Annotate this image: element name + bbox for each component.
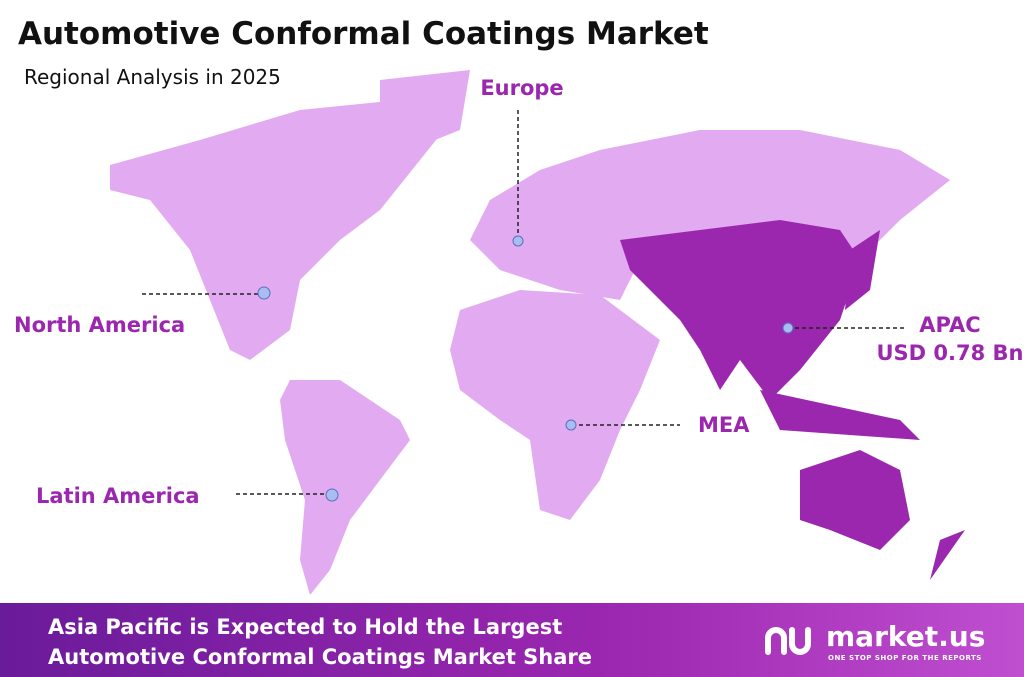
marker <box>512 235 524 247</box>
indonesia <box>760 390 920 440</box>
leaders <box>142 110 905 495</box>
region-label: North America <box>14 313 185 337</box>
japan <box>845 230 880 310</box>
region-label: Europe <box>480 76 563 100</box>
marker <box>257 286 271 300</box>
marker <box>565 419 577 431</box>
marker <box>325 488 339 502</box>
australia <box>800 450 910 550</box>
subtitle: Regional Analysis in 2025 <box>24 65 281 89</box>
region-label: Latin America <box>36 484 200 508</box>
apac-region <box>620 220 965 580</box>
logo-icon <box>765 627 811 655</box>
greenland <box>380 70 470 150</box>
markers <box>257 235 794 502</box>
footer-band <box>0 603 1024 677</box>
world-map <box>110 70 950 595</box>
europe-asia <box>470 130 950 300</box>
region-label: APAC <box>919 313 980 337</box>
logo: market.us ONE STOP SHOP FOR THE REPORTS <box>765 620 985 662</box>
title: Automotive Conformal Coatings Market <box>18 16 709 52</box>
africa <box>450 290 660 520</box>
north-america <box>110 100 460 360</box>
logo-tagline: ONE STOP SHOP FOR THE REPORTS <box>828 654 982 662</box>
footer-line: Asia Pacific is Expected to Hold the Lar… <box>48 615 562 639</box>
footer-line: Automotive Conformal Coatings Market Sha… <box>48 645 592 669</box>
logo-text: market.us <box>826 620 985 653</box>
region-label: MEA <box>698 413 750 437</box>
asia <box>620 220 860 400</box>
new-zealand <box>930 530 965 580</box>
region-value: USD 0.78 Bn <box>877 341 1024 365</box>
south-america <box>280 380 410 595</box>
marker <box>782 322 794 334</box>
